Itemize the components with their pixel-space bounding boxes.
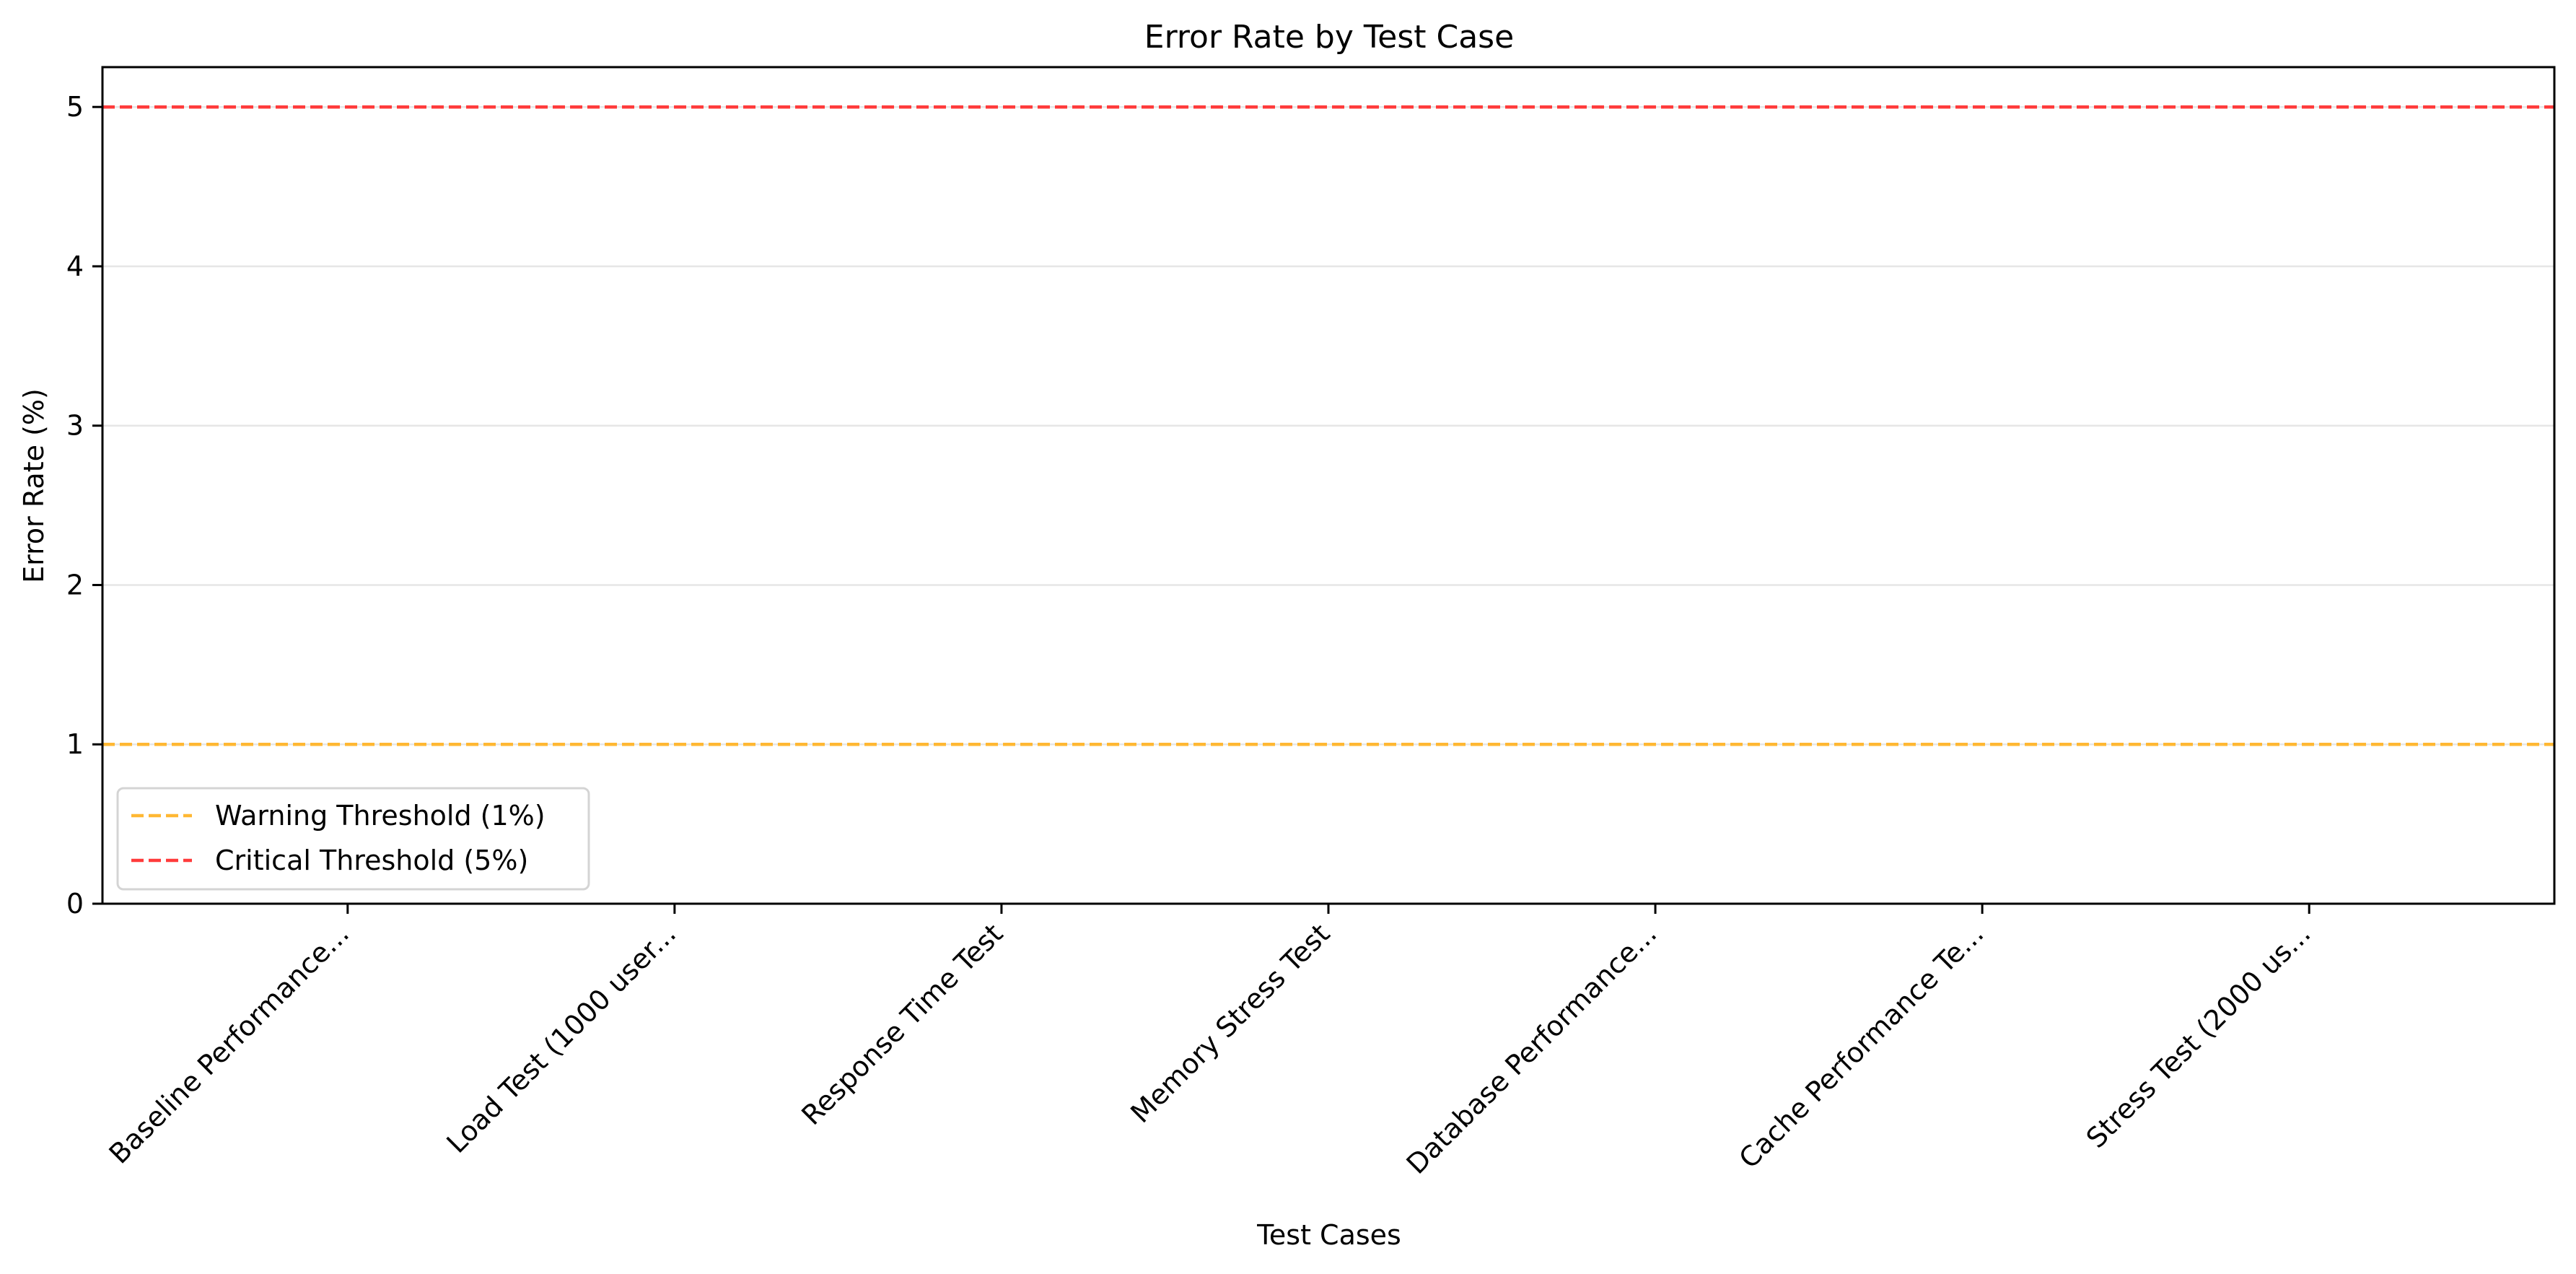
x-axis-label: Test Cases — [1256, 1219, 1401, 1251]
y-tick-label: 1 — [66, 728, 84, 760]
gridlines — [102, 105, 2554, 905]
y-axis-ticks: 0 1 2 3 4 5 — [66, 91, 102, 920]
legend: Warning Threshold (1%) Critical Threshold… — [116, 787, 590, 891]
x-tick-label: Memory Stress Test — [1124, 917, 1336, 1129]
y-axis-label: Error Rate (%) — [18, 388, 50, 583]
threshold-lines — [102, 105, 2554, 746]
x-tick-label: Database Performance... — [1401, 917, 1663, 1180]
y-tick-label: 5 — [66, 91, 84, 123]
x-tick-label: Cache Performance Te... — [1732, 917, 1989, 1174]
legend-label-0: Warning Threshold (1%) — [215, 800, 546, 832]
plot-area-frame — [101, 66, 2556, 905]
legend-items: Warning Threshold (1%) Critical Threshold… — [131, 800, 546, 876]
y-tick-label: 3 — [66, 410, 84, 442]
x-tick-label: Response Time Test — [795, 917, 1009, 1131]
chart-title: Error Rate by Test Case — [1144, 19, 1514, 56]
legend-label-1: Critical Threshold (5%) — [215, 845, 528, 876]
y-tick-label: 0 — [66, 888, 84, 920]
y-tick-label: 4 — [66, 250, 84, 282]
x-tick-label: Load Test (1000 user... — [440, 917, 682, 1159]
x-tick-label: Stress Test (2000 us... — [2080, 917, 2317, 1154]
x-axis-ticks: Baseline Performance... Load Test (1000 u… — [103, 904, 2317, 1180]
legend-box — [116, 787, 590, 891]
y-tick-label: 2 — [66, 569, 84, 601]
x-tick-label: Baseline Performance... — [103, 917, 355, 1169]
